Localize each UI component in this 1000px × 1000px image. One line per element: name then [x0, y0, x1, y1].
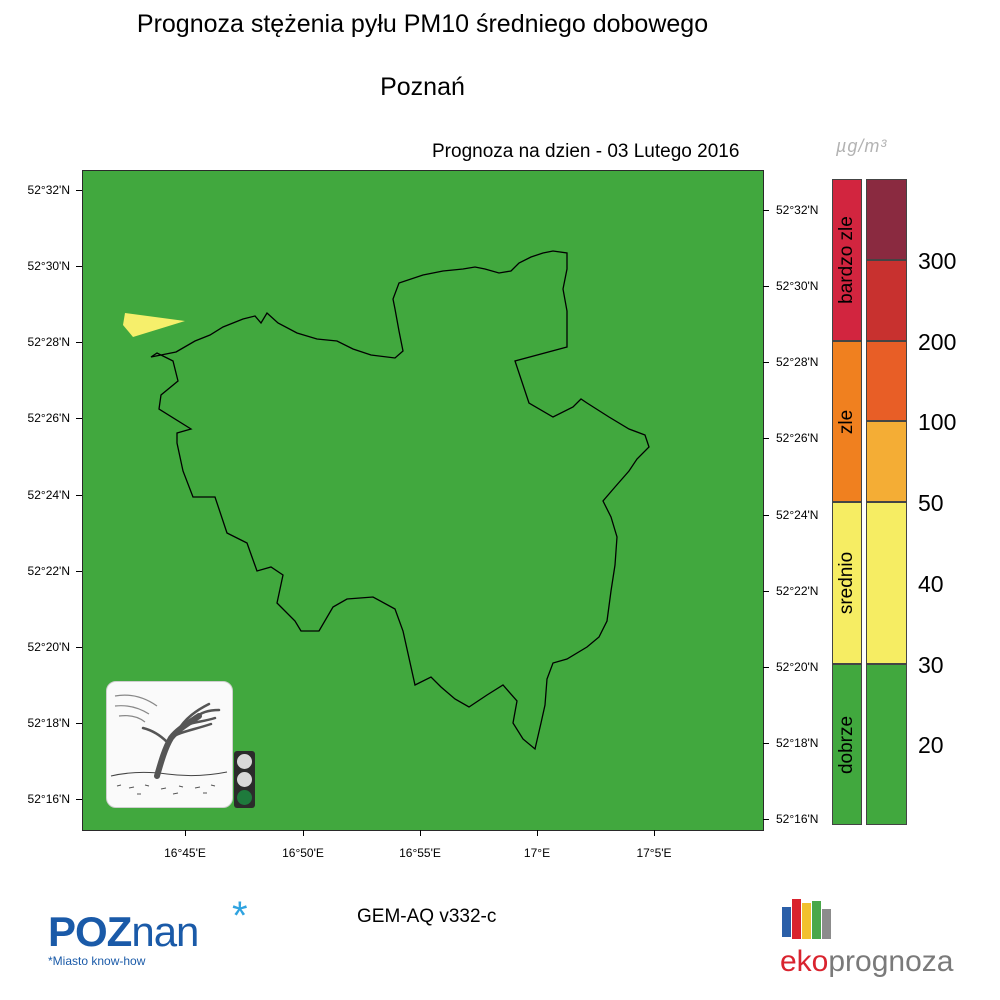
legend-scale-value: 40 [918, 571, 944, 597]
lat-tick [763, 362, 769, 363]
lat-label-left: 52°30'N [27, 259, 70, 273]
lat-label-right: 52°18'N [776, 736, 819, 750]
lat-label-left: 52°32'N [27, 183, 70, 197]
legend-value-band [866, 664, 907, 825]
legend-category-band: bardzo zle [832, 179, 862, 341]
poznan-wordmark-bold: POZ [48, 908, 132, 955]
city-name: Poznań [380, 73, 465, 101]
lat-tick [76, 190, 82, 191]
legend-scale-value: 50 [918, 490, 944, 516]
legend-scale-value: 20 [918, 732, 944, 758]
tree-drawing [110, 694, 228, 795]
lon-label: 17°E [523, 846, 551, 860]
ekoprognoza-bars-icon [782, 899, 831, 939]
legend-category-band: srednio [832, 502, 862, 664]
lat-label-left: 52°16'N [27, 792, 70, 806]
lat-label-left: 52°22'N [27, 564, 70, 578]
legend-scale-value: 30 [918, 652, 944, 678]
lat-label-right: 52°28'N [776, 355, 819, 369]
lat-tick [763, 667, 769, 668]
map-canvas [123, 250, 650, 751]
lat-tick [763, 210, 769, 211]
lat-label-right: 52°22'N [776, 584, 819, 598]
lat-tick [76, 495, 82, 496]
forecast-date: Prognoza na dzien - 03 Lutego 2016 [432, 141, 740, 162]
lat-label-left: 52°24'N [27, 488, 70, 502]
lon-tick [420, 830, 421, 836]
legend-category-label: bardzo zle [836, 216, 857, 304]
legend-scale-value: 300 [918, 248, 957, 274]
legend-value-band [866, 260, 907, 341]
lat-label-left: 52°20'N [27, 640, 70, 654]
lat-label-right: 52°30'N [776, 279, 819, 293]
lat-label-right: 52°16'N [776, 812, 819, 826]
city-boundary [150, 250, 650, 751]
poznan-wordmark: POZnan [48, 908, 199, 956]
lat-label-left: 52°28'N [27, 335, 70, 349]
ekoprognoza-logo: ekoprognoza [780, 895, 953, 978]
legend-value-band [866, 502, 907, 664]
lat-label-right: 52°26'N [776, 431, 819, 445]
traffic-light-lamp-bottom [237, 790, 252, 805]
lon-label: 17°5'E [636, 846, 672, 860]
legend-category-band: dobrze [832, 664, 862, 825]
unit-label: µg/m³ [836, 136, 888, 156]
traffic-light-lamp-middle [237, 772, 252, 787]
legend-value-band [866, 179, 907, 260]
lat-tick [763, 743, 769, 744]
poznan-tagline: *Miasto know-how [48, 954, 146, 968]
lat-tick [76, 799, 82, 800]
windy-tree-icon [106, 681, 233, 808]
ekoprognoza-wordmark-eko: eko [780, 945, 829, 978]
legend-scale-value: 100 [918, 409, 957, 435]
poznan-logo: POZnan * *Miasto know-how [48, 894, 248, 968]
poznan-star-icon: * [232, 894, 248, 938]
lat-tick [763, 591, 769, 592]
legend-value-band [866, 341, 907, 421]
lon-tick [303, 830, 304, 836]
chart-title: Prognoza stężenia pyłu PM10 średniego do… [136, 10, 709, 38]
lat-tick [763, 286, 769, 287]
lat-label-left: 52°18'N [27, 716, 70, 730]
lat-tick [763, 819, 769, 820]
legend-category-label: srednio [836, 551, 857, 615]
lon-tick [537, 830, 538, 836]
ekoprognoza-wordmark-prognoza: prognoza [828, 945, 954, 978]
lat-tick [76, 647, 82, 648]
poznan-wordmark-regular: nan [131, 908, 199, 955]
pm10-hotspot [123, 313, 185, 337]
legend-value-band [866, 421, 907, 502]
lon-tick [654, 830, 655, 836]
legend-scale-value: 200 [918, 329, 957, 355]
lat-label-left: 52°26'N [27, 411, 70, 425]
lat-tick [76, 723, 82, 724]
lat-label-right: 52°20'N [776, 660, 819, 674]
lat-label-right: 52°32'N [776, 203, 819, 217]
traffic-light-lamp-top [237, 754, 252, 769]
lat-tick [763, 515, 769, 516]
legend-category-label: dobrze [836, 715, 857, 774]
lon-tick [185, 830, 186, 836]
lat-tick [76, 418, 82, 419]
legend-category-label: zle [836, 409, 857, 434]
lon-label: 16°50'E [282, 846, 324, 860]
lat-label-right: 52°24'N [776, 508, 819, 522]
legend-category-band: zle [832, 341, 862, 502]
ekoprognoza-wordmark: ekoprognoza [780, 945, 953, 979]
lon-label: 16°45'E [164, 846, 206, 860]
lon-label: 16°55'E [399, 846, 441, 860]
lat-tick [76, 266, 82, 267]
lat-tick [76, 571, 82, 572]
traffic-light-icon [234, 751, 255, 808]
lat-tick [76, 342, 82, 343]
lat-tick [763, 438, 769, 439]
model-version: GEM-AQ v332-c [357, 906, 497, 927]
